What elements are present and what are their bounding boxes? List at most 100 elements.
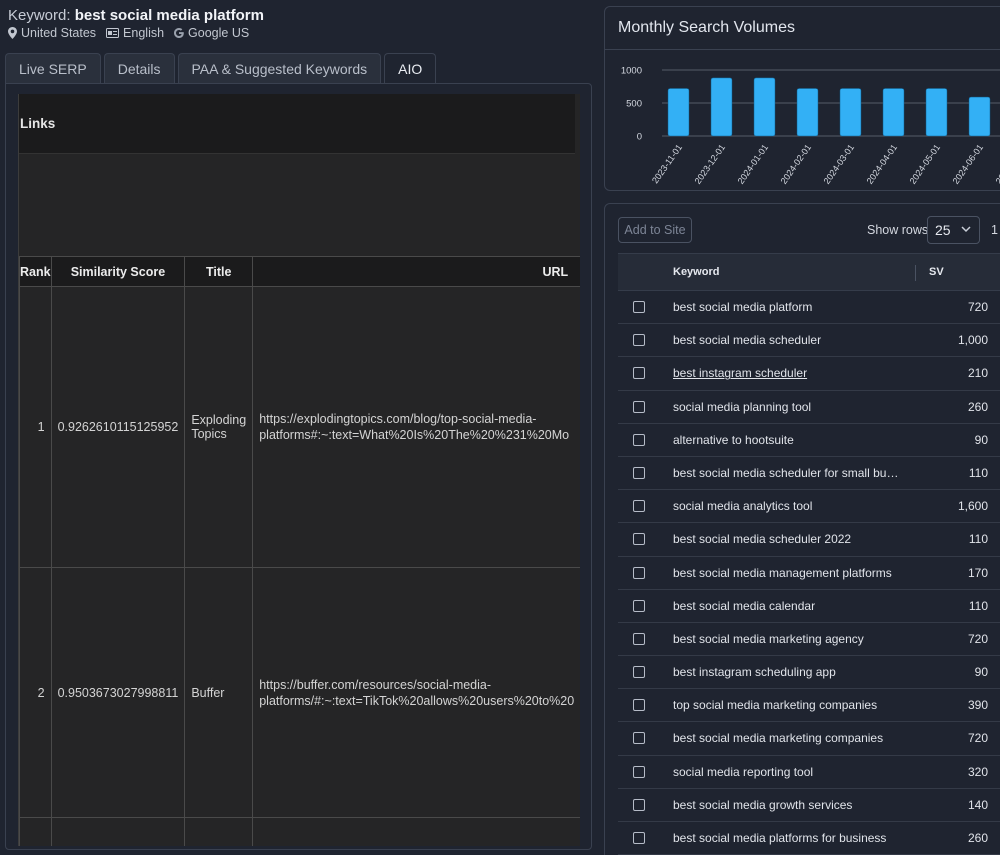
rows-per-page-select[interactable]: 25 xyxy=(927,216,980,244)
col-url[interactable]: URL xyxy=(252,256,580,287)
url-cell[interactable]: https://explodingtopics.com/blog/top-soc… xyxy=(252,286,580,568)
bar xyxy=(968,96,991,137)
tab-bar: Live SERP Details PAA & Suggested Keywor… xyxy=(5,53,437,84)
list-item[interactable]: best social media scheduler 2022 110 xyxy=(618,523,1000,557)
tab-live-serp[interactable]: Live SERP xyxy=(5,53,101,83)
table-row: 1 0.9262610115125952 Exploding Topics ht… xyxy=(19,286,580,568)
language-meta: English xyxy=(106,26,164,40)
chart-title: Monthly Search Volumes xyxy=(618,19,795,36)
x-tick-label: 2024-03-01 xyxy=(822,142,857,185)
add-to-site-button[interactable]: Add to Site xyxy=(618,217,692,243)
list-item[interactable]: best instagram scheduler 210 xyxy=(618,357,1000,391)
url-cell[interactable]: https://buffer.com/resources/social-medi… xyxy=(252,567,580,818)
x-tick-label: 2024-05-01 xyxy=(908,142,943,185)
keyword-text: best social media platforms for business xyxy=(673,831,887,845)
google-g-icon xyxy=(174,28,184,38)
y-tick-label: 0 xyxy=(637,132,642,143)
row-checkbox[interactable] xyxy=(633,433,645,446)
column-divider xyxy=(915,265,916,281)
keyword-text: best social media scheduler xyxy=(673,333,822,348)
aio-frame[interactable]: Links Rank Similarity Score Title URL 1 … xyxy=(18,94,580,846)
row-checkbox[interactable] xyxy=(633,666,645,679)
row-checkbox[interactable] xyxy=(633,765,645,778)
list-item[interactable]: social media planning tool 260 xyxy=(618,391,1000,424)
row-checkbox[interactable] xyxy=(633,699,645,712)
y-tick-label: 500 xyxy=(626,99,642,110)
row-checkbox[interactable] xyxy=(633,632,645,645)
row-checkbox[interactable] xyxy=(633,599,645,612)
tab-details[interactable]: Details xyxy=(103,53,175,83)
bar xyxy=(839,88,862,137)
search-volume-value: 720 xyxy=(967,631,988,646)
language-badge-icon xyxy=(106,28,120,38)
search-volume-value: 110 xyxy=(968,465,988,480)
keyword-text: alternative to hootsuite xyxy=(673,432,794,447)
keyword-text: best social media marketing companies xyxy=(673,731,884,746)
aio-panel: Links Rank Similarity Score Title URL 1 … xyxy=(5,83,592,850)
list-item[interactable]: best social media marketing agency 720 xyxy=(618,623,1000,657)
tab-aio[interactable]: AIO xyxy=(384,53,437,84)
list-item[interactable]: best social media scheduler for small bu… xyxy=(618,457,1000,491)
x-tick-label: 2023-11-01 xyxy=(650,142,684,185)
row-checkbox[interactable] xyxy=(633,798,645,811)
search-volume-value: 90 xyxy=(974,665,988,680)
col-title[interactable]: Title xyxy=(184,256,254,287)
chart-divider xyxy=(605,49,1000,50)
list-item[interactable]: alternative to hootsuite 90 xyxy=(618,424,1000,457)
list-item[interactable]: best social media growth services 140 xyxy=(618,789,1000,822)
bar xyxy=(796,88,819,137)
language-label: English xyxy=(123,26,165,40)
row-checkbox[interactable] xyxy=(633,500,645,513)
list-item[interactable]: top social media marketing companies 390 xyxy=(618,689,1000,723)
search-volume-value: 260 xyxy=(967,399,988,414)
search-volume-value: 140 xyxy=(967,797,988,812)
row-checkbox[interactable] xyxy=(633,566,645,579)
list-item[interactable]: social media analytics tool 1,600 xyxy=(618,490,1000,524)
bar xyxy=(753,77,776,137)
list-item[interactable]: best social media calendar 110 xyxy=(618,590,1000,623)
list-item[interactable]: best instagram scheduling app 90 xyxy=(618,656,1000,690)
list-item[interactable]: best social media management platforms 17… xyxy=(618,557,1000,590)
row-checkbox[interactable] xyxy=(633,301,645,313)
col-sv[interactable]: SV xyxy=(929,266,944,278)
row-checkbox[interactable] xyxy=(633,832,645,844)
location-pin-icon xyxy=(8,27,17,39)
rows-per-page-value: 25 xyxy=(935,222,951,238)
bar xyxy=(925,88,948,137)
row-checkbox[interactable] xyxy=(633,466,645,479)
title-cell: Buffer xyxy=(184,567,254,818)
row-checkbox[interactable] xyxy=(633,334,645,347)
list-item[interactable]: best social media marketing companies 720 xyxy=(618,722,1000,756)
table-row xyxy=(19,817,580,846)
row-checkbox[interactable] xyxy=(633,533,645,546)
row-checkbox[interactable] xyxy=(633,367,645,380)
url-line-1: https://explodingtopics.com/blog/top-soc… xyxy=(259,412,537,426)
col-keyword[interactable]: Keyword xyxy=(673,266,720,278)
keyword-text: best social media calendar xyxy=(673,598,816,613)
keyword-value: best social media platform xyxy=(74,7,264,24)
bar xyxy=(667,88,690,137)
search-volume-value: 110 xyxy=(968,532,988,547)
list-item[interactable]: best social media scheduler 1,000 xyxy=(618,324,1000,358)
col-similarity-score[interactable]: Similarity Score xyxy=(50,256,186,287)
list-item[interactable]: best social media platforms for business… xyxy=(618,822,1000,855)
tab-paa-suggested-keywords[interactable]: PAA & Suggested Keywords xyxy=(177,53,382,83)
col-rank[interactable]: Rank xyxy=(19,256,52,287)
list-item[interactable]: social media reporting tool 320 xyxy=(618,756,1000,789)
list-item[interactable]: best social media platform 720 xyxy=(618,291,1000,325)
score-cell: 0.9503673027998811 xyxy=(50,567,186,818)
search-volume-value: 170 xyxy=(967,565,988,580)
search-volume-value: 390 xyxy=(967,698,988,713)
keyword-text[interactable]: best instagram scheduler xyxy=(673,366,808,381)
keyword-text: social media planning tool xyxy=(673,399,812,414)
row-checkbox[interactable] xyxy=(633,400,645,413)
row-checkbox[interactable] xyxy=(633,732,645,745)
keyword-rows: best social media platform 720 best social… xyxy=(618,291,1000,855)
keyword-text: best social media scheduler 2022 xyxy=(673,532,852,547)
keyword-text: top social media marketing companies xyxy=(673,698,878,713)
x-tick-label: 2024-04-01 xyxy=(865,142,900,185)
keyword-list-panel: Add to Site Show rows 25 1 Keyword SV be… xyxy=(604,203,1000,855)
url-line-1: https://buffer.com/resources/social-medi… xyxy=(259,677,492,692)
search-volume-value: 90 xyxy=(974,432,988,447)
